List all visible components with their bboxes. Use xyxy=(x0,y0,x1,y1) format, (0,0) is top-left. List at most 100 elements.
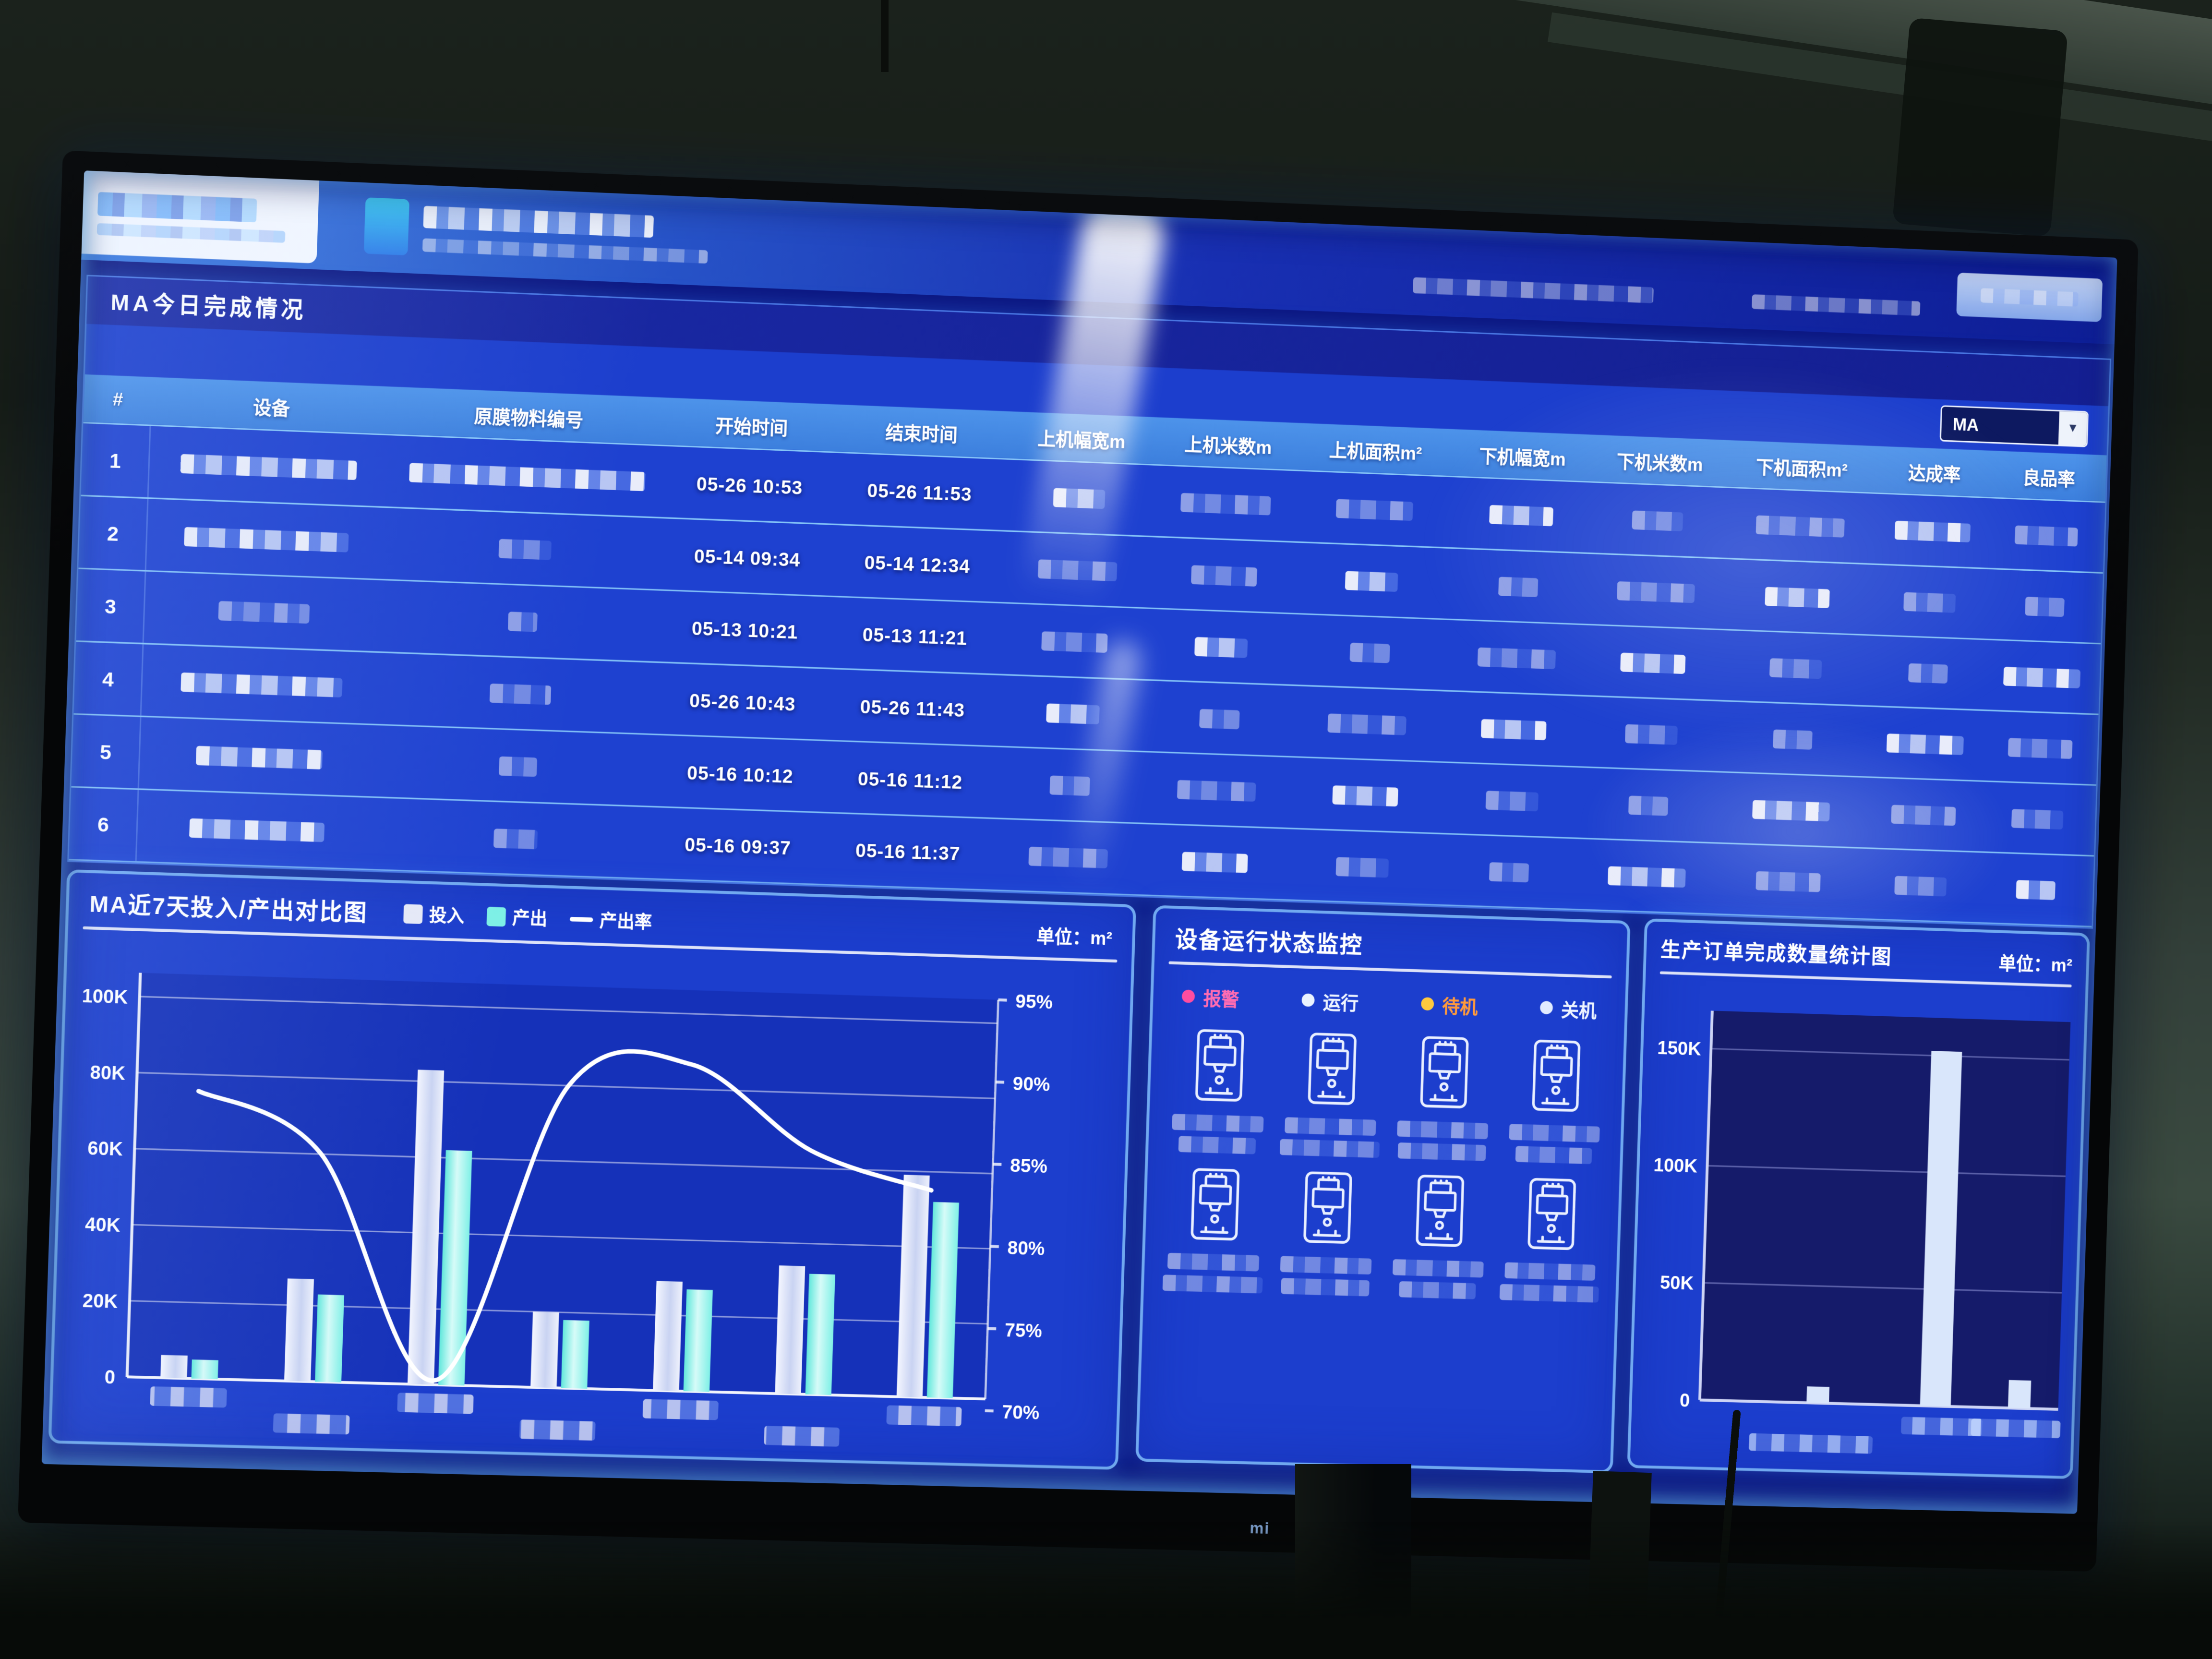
cell-material-code xyxy=(382,679,658,708)
machine-icon xyxy=(1419,1035,1469,1109)
column-header: 原膜物料编号 xyxy=(474,405,584,431)
machine-cell[interactable] xyxy=(1273,1031,1389,1158)
bar-input xyxy=(530,1311,559,1388)
machine-name-blurred xyxy=(1284,1117,1376,1136)
screen-glare xyxy=(1576,708,2019,955)
bar-input xyxy=(284,1278,314,1382)
status-label: 运行 xyxy=(1322,992,1359,1014)
machine-name-blurred xyxy=(1161,1274,1262,1294)
status-legend-item: 待机 xyxy=(1420,990,1478,1019)
cell-end-time: 05-13 11:21 xyxy=(862,622,968,649)
bar-output xyxy=(926,1202,959,1398)
cell-value xyxy=(1441,788,1583,812)
cell-value xyxy=(1153,563,1296,588)
column-header: # xyxy=(112,389,124,410)
machine-icon xyxy=(1193,1028,1244,1103)
cell-start-time: 05-26 10:43 xyxy=(689,688,796,715)
screen-glare xyxy=(1412,345,2086,762)
status-label: 待机 xyxy=(1442,996,1479,1018)
app-subtitle-blurred xyxy=(422,238,708,264)
device-name-blurred xyxy=(190,817,325,842)
x-label-blurred xyxy=(519,1419,596,1441)
value-blurred xyxy=(1181,492,1272,515)
header-button[interactable] xyxy=(1956,272,2103,322)
right-axis-tick: 75% xyxy=(1004,1319,1042,1342)
order-chart: 150K 100K 50K 0 xyxy=(1653,974,2085,1454)
cell-start-time: 05-13 10:21 xyxy=(691,616,799,642)
machine-icon xyxy=(1306,1032,1357,1106)
x-label-blurred xyxy=(397,1393,474,1414)
machine-cell[interactable] xyxy=(1492,1176,1608,1303)
order-chart-panel: 生产订单完成数量统计图 单位：m² 150K 100K 50K 0 xyxy=(1627,918,2091,1479)
value-blurred xyxy=(1489,861,1529,882)
machine-cell[interactable] xyxy=(1381,1173,1497,1300)
cell-value xyxy=(1148,706,1291,730)
x-label-blurred xyxy=(150,1386,227,1408)
bar-input xyxy=(896,1175,930,1397)
order-bar xyxy=(1806,1386,1830,1404)
order-bar xyxy=(2008,1380,2032,1409)
legend-label: 产出 xyxy=(512,907,548,929)
material-code-blurred xyxy=(507,611,537,631)
cell-value xyxy=(1145,778,1288,802)
machine-icon xyxy=(1189,1167,1240,1241)
cell-device xyxy=(137,816,377,843)
machine-cell[interactable] xyxy=(1160,1027,1276,1155)
value-blurred xyxy=(1327,712,1407,735)
x-label-blurred xyxy=(886,1405,962,1427)
status-label: 报警 xyxy=(1202,988,1239,1010)
bar-input xyxy=(160,1355,188,1379)
cell-value xyxy=(1438,860,1580,883)
y-axis-tick: 20K xyxy=(82,1290,118,1312)
y-axis-tick: 40K xyxy=(85,1214,121,1236)
company-logo xyxy=(81,170,320,264)
machine-icon xyxy=(1530,1039,1581,1113)
io-chart-panel: MA近7天投入/产出对比图 投入 产出 产出率 单位：m² 100K 80K 60K 40… xyxy=(48,869,1136,1470)
value-blurred xyxy=(2012,808,2064,829)
right-axis-tick: 90% xyxy=(1012,1073,1050,1095)
machine-name-blurred xyxy=(1396,1120,1488,1140)
status-legend-item: 运行 xyxy=(1301,986,1359,1016)
machine-name-blurred xyxy=(1178,1136,1255,1154)
io-chart-unit: 单位：m² xyxy=(1036,925,1113,949)
column-header: 设备 xyxy=(252,397,290,419)
y-axis-tick: 100K xyxy=(82,985,128,1008)
machine-cell[interactable] xyxy=(1497,1037,1612,1165)
machine-icon xyxy=(1302,1170,1353,1245)
material-code-blurred xyxy=(498,538,551,560)
cell-value xyxy=(1150,635,1293,659)
row-number: 5 xyxy=(71,714,142,789)
column-header: 结束时间 xyxy=(885,421,958,445)
legend-swatch xyxy=(486,906,505,926)
cell-start-time: 05-14 09:34 xyxy=(694,544,801,570)
column-header: 开始时间 xyxy=(715,415,788,439)
header-button-label-blurred xyxy=(1980,288,2079,307)
machine-name-blurred xyxy=(1499,1284,1599,1303)
machine-cell[interactable] xyxy=(1268,1169,1384,1297)
io-chart: 100K 80K 60K 40K 20K 0 95% 90% 85% 80% 75% 70% xyxy=(82,929,1053,1447)
device-name-blurred xyxy=(219,600,311,623)
machine-name-blurred xyxy=(1398,1281,1476,1299)
cell-start-time: 05-16 09:37 xyxy=(684,832,792,859)
right-axis-tick: 85% xyxy=(1010,1155,1048,1178)
bar-input xyxy=(775,1265,805,1395)
device-name-blurred xyxy=(184,526,350,552)
value-blurred xyxy=(1345,570,1398,591)
cell-end-time: 05-26 11:53 xyxy=(866,478,973,505)
legend-swatch xyxy=(402,903,422,924)
machine-cell[interactable] xyxy=(1385,1034,1501,1161)
cell-end-time: 05-26 11:43 xyxy=(860,694,965,721)
header-datetime-blurred xyxy=(1752,294,1921,316)
cell-value xyxy=(992,845,1143,869)
value-blurred xyxy=(1335,498,1413,520)
machine-name-blurred xyxy=(1515,1146,1592,1165)
cell-value xyxy=(995,773,1146,797)
column-header: 上机米数m xyxy=(1184,433,1273,458)
value-blurred xyxy=(1181,851,1248,873)
value-blurred xyxy=(1485,790,1538,811)
machine-cell[interactable] xyxy=(1155,1166,1272,1294)
dashboard-screen: MA今日完成情况 MA ▾ #设备原膜物料编号开始时间结束时间上机幅宽m上机米数… xyxy=(41,170,2117,1514)
value-blurred xyxy=(1190,564,1257,586)
machine-name-blurred xyxy=(1508,1124,1599,1143)
